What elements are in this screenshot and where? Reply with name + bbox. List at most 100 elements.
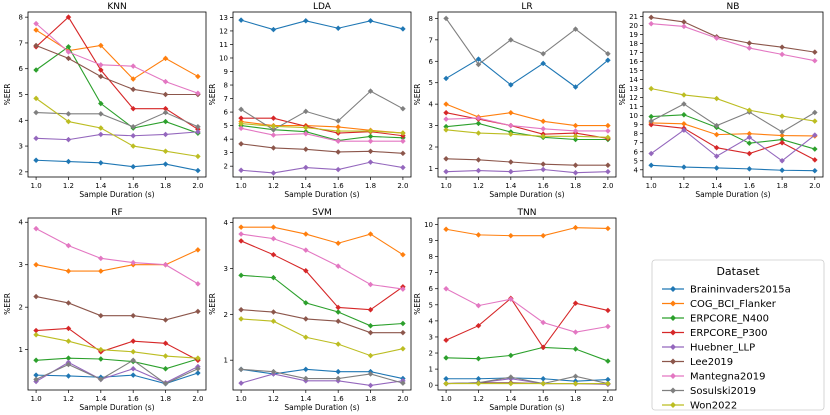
data-point: [540, 319, 546, 326]
data-point: [648, 118, 654, 124]
data-point: [540, 125, 546, 132]
x-tick-label: 1.6: [333, 395, 345, 403]
data-point: [65, 242, 72, 249]
legend-label: Sosulski2019: [690, 386, 756, 397]
y-tick-label: 2: [19, 168, 23, 176]
data-point: [443, 75, 449, 82]
data-point: [508, 352, 514, 359]
y-tick-label: 13: [629, 85, 638, 93]
data-point: [475, 130, 482, 136]
x-tick-label: 1.4: [95, 395, 107, 403]
data-point: [367, 322, 374, 329]
data-point: [162, 353, 169, 359]
chart-panel-lda: LDA 2 3 4 5 6 7 8 9 10 11 12 13 1.0 1.2 1.4 1.6 1.8 2.0 Sam…: [208, 2, 412, 199]
data-point: [605, 134, 611, 141]
data-point: [605, 380, 611, 387]
data-point: [162, 261, 169, 268]
data-point: [572, 224, 579, 231]
y-tick-label: 4: [224, 219, 229, 227]
data-point: [475, 232, 482, 238]
data-point: [33, 27, 39, 33]
data-point: [195, 167, 201, 174]
series-line: [241, 309, 403, 334]
series-line: [241, 368, 404, 380]
data-point: [238, 120, 244, 127]
data-point: [335, 341, 341, 347]
legend-entry: COG_BCI_Flanker: [662, 299, 777, 310]
y-tick-label: 1: [429, 165, 433, 173]
data-point: [130, 63, 136, 69]
data-point: [443, 15, 449, 22]
data-point: [130, 357, 136, 364]
data-point: [681, 111, 687, 118]
data-point: [65, 158, 72, 165]
legend-marker: [670, 300, 676, 307]
data-point: [367, 231, 374, 237]
y-tick-label: 10: [424, 221, 433, 229]
y-axis-label: %EER: [3, 293, 12, 315]
data-point: [335, 309, 341, 315]
y-tick-label: 3: [224, 265, 228, 273]
x-tick-label: 2.0: [602, 395, 613, 403]
y-tick-label: 8: [634, 130, 638, 138]
data-point: [400, 26, 406, 32]
data-point: [681, 127, 687, 133]
series-line: [36, 159, 199, 172]
series-line: [446, 375, 609, 385]
data-point: [746, 150, 753, 157]
data-point: [746, 107, 753, 114]
x-tick-label: 1.4: [300, 182, 312, 190]
y-tick-label: 13: [219, 14, 228, 22]
data-point: [475, 120, 482, 127]
series-mantegna2019: [443, 115, 611, 134]
x-tick-label: 1.2: [268, 182, 279, 190]
legend-marker: [670, 329, 676, 336]
series-line: [240, 240, 404, 311]
data-point: [367, 138, 374, 144]
series-line: [35, 361, 199, 384]
chart-panel-rf: RF 1 2 3 4 1.0 1.2 1.4 1.6 1.8 2.0 Sample Duration …: [3, 208, 207, 412]
x-axis-label: Sample Duration (s): [79, 403, 154, 412]
data-point: [98, 100, 104, 107]
data-point: [195, 281, 201, 287]
data-point: [812, 146, 818, 152]
y-axis-label: %EER: [208, 84, 217, 106]
data-point: [65, 373, 72, 379]
data-point: [238, 224, 244, 230]
data-point: [33, 67, 39, 73]
plot-area: [232, 11, 412, 178]
legend-marker: [670, 358, 676, 365]
x-tick-label: 1.0: [31, 395, 42, 403]
y-tick-label: 7: [429, 36, 433, 44]
data-point: [540, 344, 546, 351]
series-huebner-llp: [443, 166, 611, 176]
series-mantegna2019: [443, 285, 611, 335]
data-point: [65, 49, 72, 55]
series-line: [445, 227, 608, 237]
data-point: [303, 316, 309, 322]
data-point: [33, 357, 39, 364]
data-point: [238, 141, 244, 147]
plot-area: [232, 217, 412, 391]
legend-label: ERPCORE_N400: [690, 314, 769, 325]
y-tick-label: 4: [429, 317, 434, 325]
y-tick-label: 21: [629, 13, 638, 21]
data-point: [33, 20, 39, 27]
data-point: [270, 126, 277, 133]
data-point: [33, 157, 39, 164]
series-line: [241, 143, 403, 154]
x-tick-label: 2.0: [192, 395, 203, 403]
panel-title: NB: [727, 2, 740, 12]
data-point: [130, 76, 136, 82]
data-point: [303, 247, 309, 253]
plot-area: [437, 217, 617, 391]
series-lee2019: [443, 155, 611, 169]
series-braininvaders2015a: [33, 157, 201, 174]
series-sosulski2019: [238, 366, 406, 386]
series-line: [241, 226, 404, 256]
legend-entry: Huebner_LLP: [662, 343, 755, 354]
data-point: [443, 101, 449, 107]
y-tick-label: 9: [224, 68, 228, 76]
data-point: [400, 164, 406, 171]
data-point: [681, 23, 687, 30]
